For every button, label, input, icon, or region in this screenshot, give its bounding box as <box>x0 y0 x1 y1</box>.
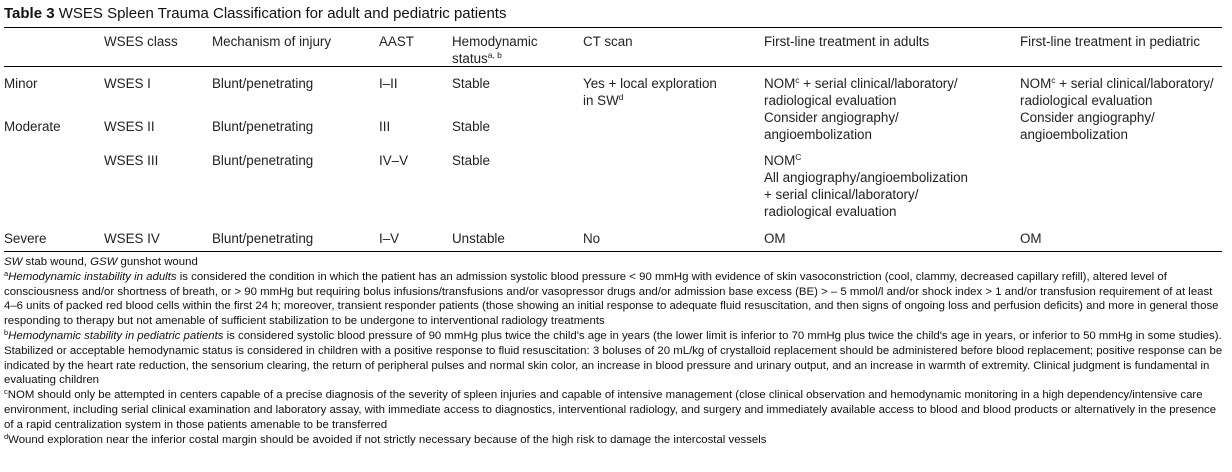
cell-ct-scan: No <box>583 231 601 246</box>
cell-mechanism: Blunt/penetrating <box>212 119 314 134</box>
cell-wses-class: WSES III <box>104 153 159 168</box>
header-mechanism: Mechanism of injury <box>212 34 332 49</box>
table-top-rule <box>4 27 1222 28</box>
cell-wses-class: WSES II <box>104 119 155 134</box>
header-treatment-pediatric: First-line treatment in pediatric <box>1020 34 1201 49</box>
row-group-severe: Severe <box>4 231 47 246</box>
cell-mechanism: Blunt/penetrating <box>212 153 314 168</box>
table-title: WSES Spleen Trauma Classification for ad… <box>58 5 507 22</box>
table-bottom-rule <box>4 251 1222 252</box>
cell-aast: I–V <box>379 231 400 246</box>
header-hemodynamic-status: Hemodynamic statusa, b <box>452 34 538 66</box>
cell-treatment-pediatric: OM <box>1020 231 1042 246</box>
cell-aast: IV–V <box>379 153 409 168</box>
footnote-b: bHemodynamic stability in pediatric pati… <box>4 327 1223 387</box>
header-aast: AAST <box>379 34 414 49</box>
header-treatment-adults: First-line treatment in adults <box>764 34 930 49</box>
row-group-minor: Minor <box>4 76 38 91</box>
row-group-moderate: Moderate <box>4 119 61 134</box>
cell-treatment-pediatric: Consider angiography/angioembolization <box>1020 110 1155 142</box>
table-footnotes: SW stab wound, GSW gunshot wound aHemody… <box>4 255 1226 447</box>
footnote-a: aHemodynamic instability in adults is co… <box>4 268 1219 328</box>
cell-status: Unstable <box>452 231 505 246</box>
cell-status: Stable <box>452 153 490 168</box>
cell-treatment-adults: Consider angiography/angioembolization <box>764 110 899 142</box>
cell-treatment-adults: OM <box>764 231 786 246</box>
table-header-rule <box>4 66 1222 67</box>
cell-status: Stable <box>452 76 490 91</box>
footnote-abbreviations: SW stab wound, GSW gunshot wound <box>4 256 198 268</box>
cell-treatment-adults: NOMc + serial clinical/laboratory/radiol… <box>764 75 958 108</box>
cell-mechanism: Blunt/penetrating <box>212 231 314 246</box>
cell-ct-scan: Yes + local exploration in SWd <box>583 76 717 108</box>
cell-status: Stable <box>452 119 490 134</box>
table-caption: Table 3 WSES Spleen Trauma Classificatio… <box>4 4 506 24</box>
cell-wses-class: WSES I <box>104 76 151 91</box>
footnote-c: cNOM should only be attempted in centers… <box>4 387 1217 431</box>
header-ct-scan: CT scan <box>583 34 633 49</box>
footnote-d: dWound exploration near the inferior cos… <box>4 431 767 446</box>
cell-mechanism: Blunt/penetrating <box>212 76 314 91</box>
cell-treatment-adults: NOMC All angiography/angioembolization + s… <box>764 152 968 219</box>
header-wses-class: WSES class <box>104 34 178 49</box>
cell-aast: I–II <box>379 76 398 91</box>
cell-treatment-pediatric: NOMc + serial clinical/laboratory/radiol… <box>1020 75 1214 108</box>
table-label: Table 3 <box>4 5 55 22</box>
cell-wses-class: WSES IV <box>104 231 160 246</box>
cell-aast: III <box>379 119 391 134</box>
